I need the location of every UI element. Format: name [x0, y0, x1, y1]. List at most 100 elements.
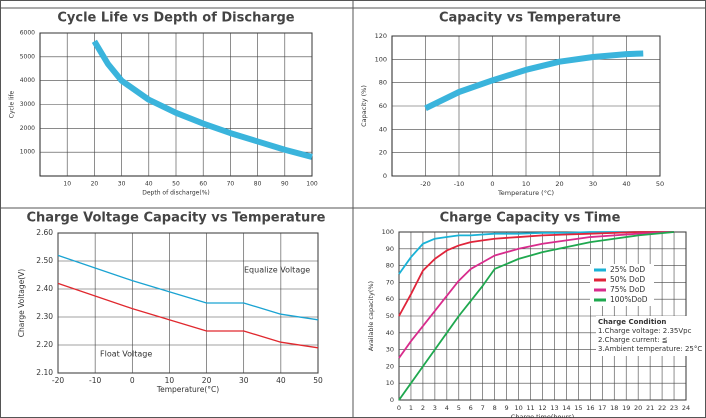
- x-tick-label: 13: [550, 404, 558, 412]
- y-tick-label: 2.40: [36, 284, 53, 293]
- y-tick-label: 80: [379, 79, 387, 87]
- y-tick-label: 50: [386, 312, 394, 320]
- y-axis-label: Available capacity(%): [367, 281, 375, 351]
- y-tick-label: 2.60: [36, 228, 53, 237]
- legend-label: 25% DoD: [610, 265, 645, 274]
- x-tick-label: 50: [172, 181, 180, 188]
- y-tick-label: 40: [379, 125, 387, 133]
- y-tick-label: 2.10: [36, 368, 53, 377]
- legend-label: 50% DoD: [610, 275, 645, 284]
- x-tick-label: 22: [658, 404, 666, 412]
- x-tick-label: 8: [493, 404, 497, 412]
- y-tick-label: 2000: [20, 125, 35, 132]
- data-line: [424, 50, 644, 112]
- legend-label: 75% DoD: [610, 285, 645, 294]
- annotation-box: [596, 316, 688, 356]
- x-tick-label: 7: [481, 404, 485, 412]
- x-tick-label: 21: [646, 404, 654, 412]
- x-tick-label: 5: [457, 404, 461, 412]
- y-tick-label: 100: [382, 228, 394, 236]
- y-tick-label: 40: [386, 329, 394, 337]
- x-tick-label: 40: [145, 181, 153, 188]
- x-tick-label: 0: [397, 404, 401, 412]
- x-tick-label: 40: [622, 180, 630, 188]
- chart-title: Cycle Life vs Depth of Discharge: [57, 11, 294, 26]
- x-axis-label: Depth of discharge(%): [142, 190, 210, 197]
- y-tick-label: 6000: [20, 30, 35, 37]
- y-tick-label: 80: [386, 262, 394, 270]
- x-tick-label: 10: [522, 180, 530, 188]
- x-tick-label: 20: [555, 180, 563, 188]
- y-tick-label: 20: [379, 149, 387, 157]
- data-line: [91, 39, 313, 160]
- plot-area: [57, 232, 319, 374]
- data-line: [398, 231, 675, 401]
- x-tick-label: 20: [634, 404, 642, 412]
- x-tick-label: -10: [89, 376, 101, 385]
- line-label: Equalize Voltage: [244, 266, 310, 275]
- x-tick-label: 3: [433, 404, 437, 412]
- x-tick-label: 30: [118, 181, 126, 188]
- x-tick-label: 20: [91, 181, 99, 188]
- x-tick-label: 80: [254, 181, 262, 188]
- data-line: [398, 231, 675, 359]
- legend-label: 100%DoD: [610, 295, 648, 304]
- y-axis-label: Charge Voltage(V): [17, 269, 26, 337]
- x-tick-label: 14: [562, 404, 570, 412]
- x-tick-label: 10: [63, 181, 71, 188]
- x-tick-label: 4: [445, 404, 449, 412]
- y-tick-label: 90: [386, 245, 394, 253]
- x-tick-label: 24: [682, 404, 690, 412]
- y-tick-label: 2.30: [36, 312, 53, 321]
- x-axis-label: Charge time(hours): [511, 413, 574, 418]
- x-tick-label: -10: [454, 180, 465, 188]
- x-tick-label: 50: [313, 376, 323, 385]
- x-tick-label: 16: [586, 404, 594, 412]
- x-tick-label: 0: [130, 376, 135, 385]
- x-tick-label: 100: [306, 181, 318, 188]
- y-tick-label: 60: [379, 102, 387, 110]
- annotation: 2.Charge current: ≦: [598, 336, 668, 344]
- x-tick-label: 50: [656, 180, 664, 188]
- x-axis-label: Temperature(°C): [156, 385, 219, 394]
- y-tick-label: 30: [386, 346, 394, 354]
- x-tick-label: 10: [514, 404, 522, 412]
- x-tick-label: 10: [165, 376, 175, 385]
- x-tick-label: 90: [281, 181, 289, 188]
- y-tick-label: 120: [375, 32, 387, 40]
- data-line: [398, 231, 675, 275]
- y-tick-label: 0: [383, 172, 387, 180]
- y-axis-label: Capacity (%): [360, 85, 368, 127]
- data-line: [57, 282, 319, 349]
- y-axis-label: Cycle life: [9, 90, 16, 118]
- x-tick-label: 70: [227, 181, 235, 188]
- chart-title: Capacity vs Temperature: [439, 11, 621, 26]
- y-tick-label: 5000: [20, 53, 35, 60]
- x-tick-label: 19: [622, 404, 630, 412]
- x-tick-label: 0: [490, 180, 494, 188]
- x-tick-label: 18: [610, 404, 618, 412]
- y-tick-label: 70: [386, 278, 394, 286]
- y-tick-label: 20: [386, 362, 394, 370]
- y-tick-label: 100: [375, 55, 387, 63]
- x-tick-label: 12: [538, 404, 546, 412]
- x-axis-label: Temperature (°C): [497, 189, 554, 197]
- y-tick-label: 1000: [20, 149, 35, 156]
- annotation: Charge Condition: [598, 318, 666, 326]
- chart-title: Charge Voltage Capacity vs Temperature: [26, 211, 325, 226]
- y-tick-label: 2.50: [36, 256, 53, 265]
- x-tick-label: 30: [239, 376, 249, 385]
- x-tick-label: -20: [420, 180, 431, 188]
- x-tick-label: 40: [276, 376, 286, 385]
- data-line: [398, 231, 675, 317]
- y-tick-label: 3000: [20, 101, 35, 108]
- y-tick-label: 60: [386, 295, 394, 303]
- chart-title: Charge Capacity vs Time: [440, 211, 621, 226]
- y-tick-label: 0: [390, 396, 394, 404]
- x-tick-label: 15: [574, 404, 582, 412]
- x-tick-label: 30: [589, 180, 597, 188]
- annotation: 3.Ambient temperature: 25°C: [598, 345, 702, 353]
- y-tick-label: 4000: [20, 77, 35, 84]
- line-label: Float Voltage: [100, 350, 152, 359]
